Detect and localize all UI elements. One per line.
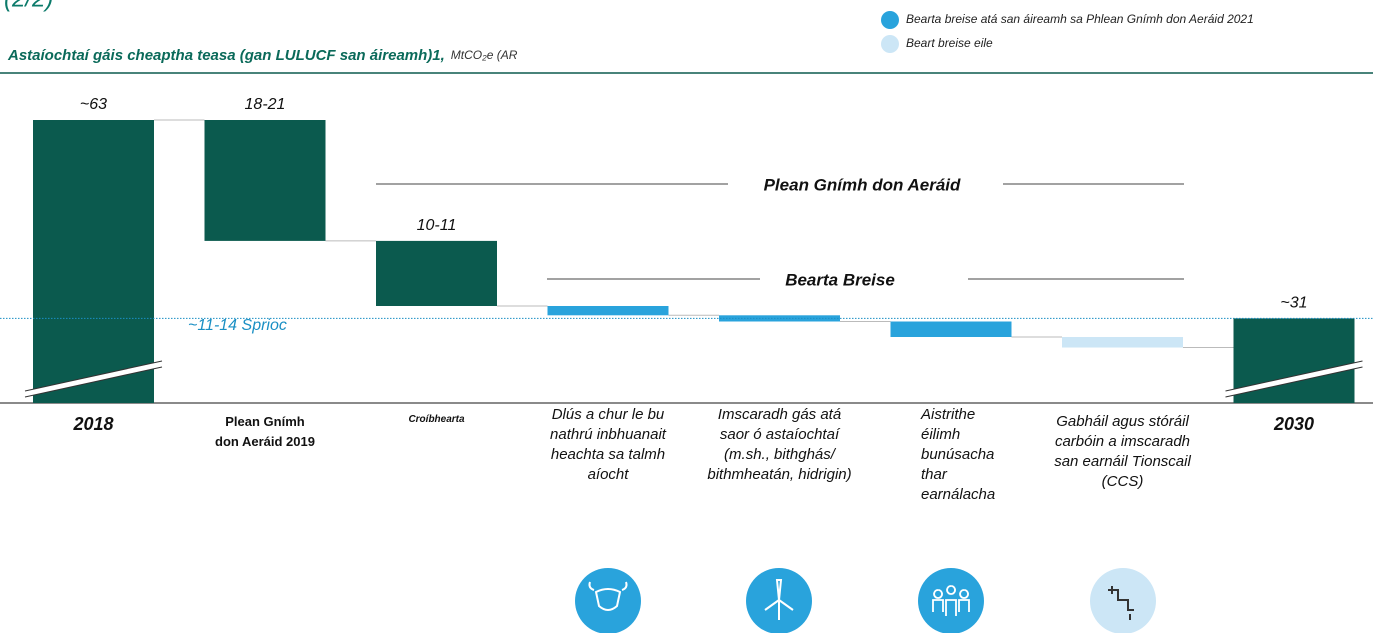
axis-break <box>1225 361 1363 397</box>
value-label: 10-11 <box>417 217 457 234</box>
legend-swatch <box>881 35 899 53</box>
value-label: 18-21 <box>245 96 286 113</box>
category-label: Dlús a chur le bunathrú inbhuanaitheacht… <box>550 406 666 483</box>
legend-swatch <box>881 11 899 29</box>
value-label: ~31 <box>1280 295 1307 312</box>
unit: MtCO₂e (AR <box>451 48 518 62</box>
annotation: Plean Gnímh don Aeráid <box>764 175 961 194</box>
legend-label: Bearta breise atá san áireamh sa Phlean … <box>906 12 1254 26</box>
subtitle-text: Astaíochtaí gáis cheaptha teasa (gan LUL… <box>7 47 445 64</box>
category-label: Plean Gnímh don Aeráid 2019 <box>215 414 315 449</box>
value-label: ~63 <box>80 96 107 113</box>
category-label: Aistrithe éilimh bunúsacha thar earnálac… <box>921 406 996 503</box>
icon-people <box>932 585 970 616</box>
bar <box>376 240 497 306</box>
category-label: Imscaradh gás atá saor ó astaíochtaí (m.… <box>707 406 852 483</box>
category-label: Gabháil agus stóráil carbóin a imscaradh… <box>1054 413 1191 490</box>
category-label: 2018 <box>73 414 114 434</box>
icon-turbine <box>764 579 794 620</box>
bar <box>204 120 326 241</box>
axis-break <box>25 361 162 397</box>
icons <box>575 568 1156 633</box>
page-label: (2/2) <box>4 0 53 12</box>
axis-break-line <box>1225 360 1363 392</box>
axis-break-line <box>1225 366 1363 398</box>
category-label: 2030 <box>1273 414 1315 434</box>
legend-label: Beart breise eile <box>906 36 993 50</box>
category-label: Croíbhearta <box>408 414 465 425</box>
bar <box>1062 337 1183 348</box>
icon-pipe <box>1108 586 1134 620</box>
target-label: ~11-14 Sprioc <box>188 317 287 334</box>
annotation: Bearta Breise <box>785 270 895 289</box>
bar <box>890 321 1012 337</box>
icon <box>575 568 641 633</box>
bar <box>719 315 840 322</box>
axis-break-line <box>24 360 163 392</box>
bar <box>33 120 154 403</box>
icon-cow <box>588 581 628 611</box>
axis-break-line <box>24 366 163 398</box>
subtitle: Astaíochtaí gáis cheaptha teasa (gan LUL… <box>7 47 518 64</box>
bar <box>547 306 669 316</box>
